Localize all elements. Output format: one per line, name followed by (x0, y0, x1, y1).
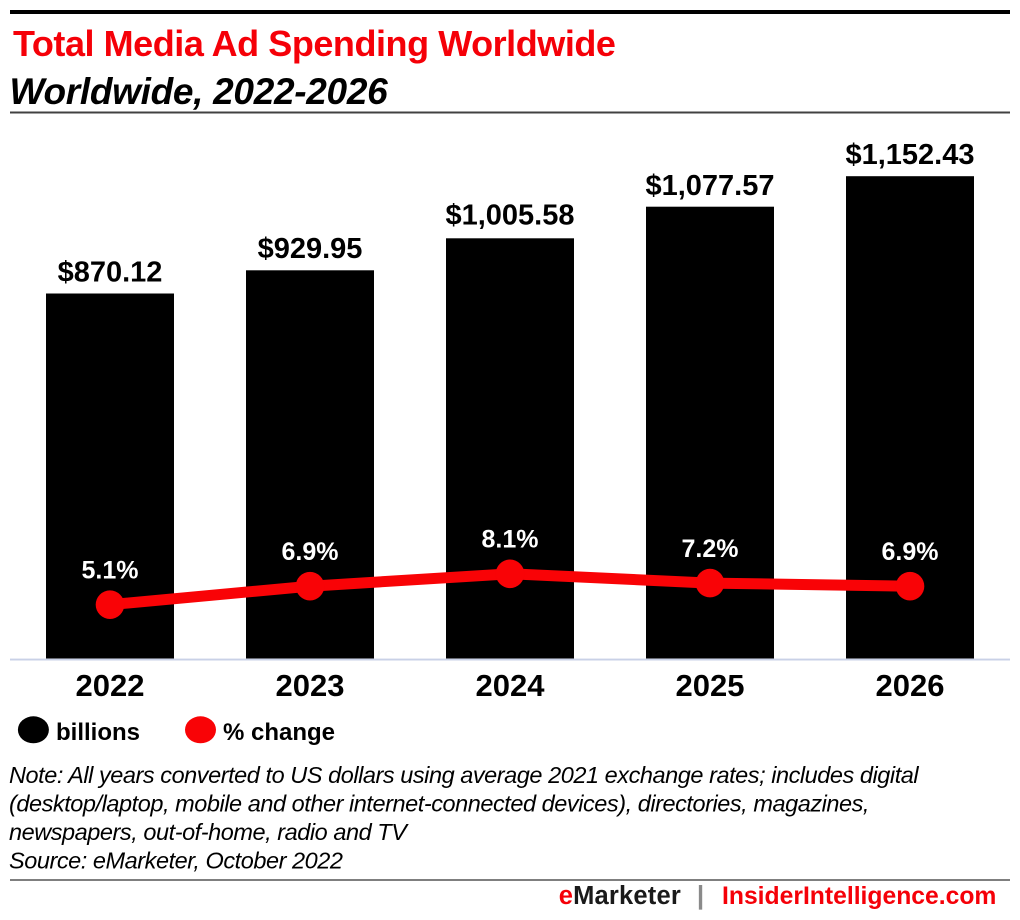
svg-text:$1,152.43: $1,152.43 (845, 139, 974, 171)
svg-text:(desktop/laptop, mobile and ot: (desktop/laptop, mobile and other intern… (9, 791, 869, 817)
svg-text:6.9%: 6.9% (882, 538, 939, 566)
svg-text:Note: All years converted to U: Note: All years converted to US dollars … (9, 762, 919, 788)
svg-text:newspapers, out-of-home, radio: newspapers, out-of-home, radio and TV (9, 819, 409, 845)
svg-text:InsiderIntelligence.com: InsiderIntelligence.com (722, 883, 996, 910)
svg-text:Worldwide, 2022-2026: Worldwide, 2022-2026 (10, 71, 389, 112)
svg-text:billions: billions (56, 719, 140, 746)
svg-text:5.1%: 5.1% (82, 556, 139, 584)
svg-text:$870.12: $870.12 (58, 257, 163, 289)
svg-text:$1,077.57: $1,077.57 (645, 170, 774, 202)
svg-text:2024: 2024 (476, 668, 546, 703)
svg-text:Source: eMarketer, October 202: Source: eMarketer, October 2022 (9, 848, 343, 874)
svg-text:2026: 2026 (876, 668, 945, 703)
svg-text:|: | (697, 880, 704, 910)
svg-text:2022: 2022 (76, 668, 145, 703)
svg-text:2023: 2023 (276, 668, 345, 703)
svg-text:6.9%: 6.9% (282, 538, 339, 566)
svg-text:Total Media Ad Spending Worldw: Total Media Ad Spending Worldwide (13, 23, 615, 64)
svg-text:$1,005.58: $1,005.58 (445, 200, 574, 232)
svg-text:% change: % change (223, 719, 335, 746)
svg-text:8.1%: 8.1% (482, 526, 539, 554)
svg-text:7.2%: 7.2% (682, 535, 739, 563)
svg-text:eMarketer: eMarketer (559, 882, 681, 910)
svg-text:2025: 2025 (676, 668, 745, 703)
svg-text:$929.95: $929.95 (258, 233, 363, 265)
